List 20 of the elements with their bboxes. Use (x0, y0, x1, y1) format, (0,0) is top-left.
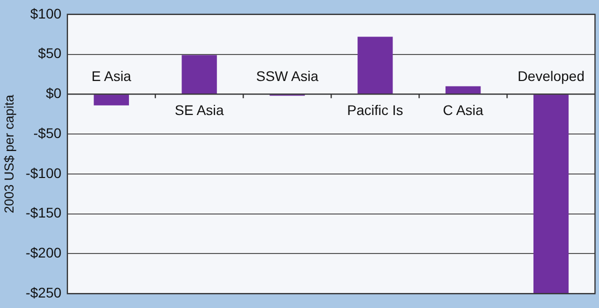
y-tick-label: -$150 (26, 204, 62, 221)
y-tick-label: $0 (46, 85, 62, 102)
x-tick-label: SSW Asia (256, 68, 319, 84)
x-tick-label: E Asia (92, 68, 132, 84)
y-axis-title: 2003 US$ per capita (1, 94, 16, 214)
bar (358, 36, 393, 94)
bar (94, 94, 129, 106)
y-tick-label: -$200 (26, 244, 62, 261)
bar (182, 55, 217, 94)
x-tick-label: Pacific Is (347, 102, 404, 118)
x-tick-label: SE Asia (174, 102, 224, 118)
y-tick-label: $50 (38, 45, 62, 62)
bar (446, 86, 481, 94)
y-tick-label: -$50 (33, 124, 62, 141)
bar (533, 94, 569, 294)
x-tick-label: C Asia (442, 102, 484, 118)
y-tick-label: $100 (30, 5, 62, 22)
y-tick-label: -$250 (26, 284, 62, 300)
y-tick-label: -$100 (26, 164, 62, 181)
x-tick-label: Developed (518, 68, 585, 84)
